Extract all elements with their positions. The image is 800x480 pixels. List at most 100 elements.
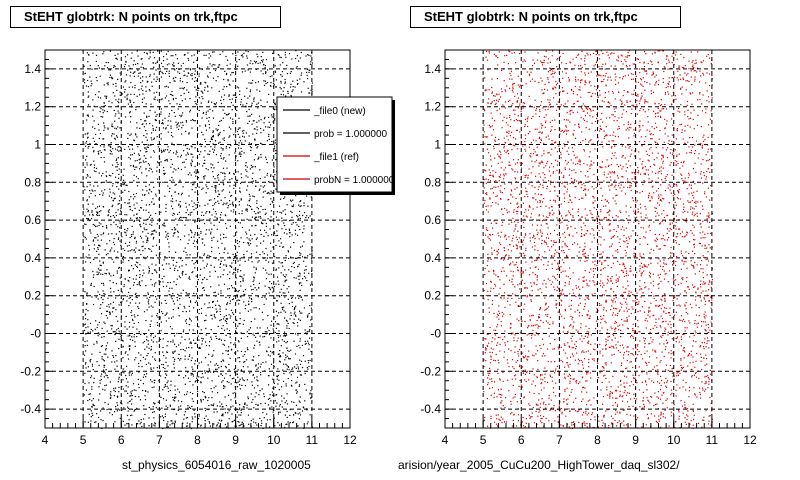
scatter-point <box>605 299 607 301</box>
scatter-point <box>172 352 174 354</box>
scatter-point <box>212 51 214 53</box>
scatter-point <box>285 319 288 321</box>
scatter-point <box>665 149 667 151</box>
scatter-point <box>188 234 190 236</box>
scatter-point <box>209 141 211 143</box>
scatter-point <box>154 96 156 98</box>
scatter-point <box>109 74 111 76</box>
scatter-point <box>263 303 265 305</box>
scatter-point <box>212 135 214 137</box>
scatter-point <box>94 127 96 130</box>
scatter-point <box>143 155 145 157</box>
scatter-point <box>191 75 193 77</box>
scatter-point <box>284 213 287 215</box>
scatter-point <box>287 378 289 380</box>
scatter-point <box>104 149 106 151</box>
scatter-point <box>242 135 244 137</box>
scatter-point <box>192 375 194 377</box>
scatter-point <box>272 175 274 177</box>
scatter-point <box>262 411 264 414</box>
scatter-point <box>265 298 267 300</box>
scatter-point <box>307 205 309 207</box>
scatter-point <box>97 152 100 154</box>
scatter-point <box>551 126 553 128</box>
scatter-point <box>170 134 173 136</box>
scatter-point <box>535 331 537 334</box>
scatter-point <box>101 327 103 329</box>
scatter-point <box>204 370 206 372</box>
scatter-point <box>221 96 223 98</box>
scatter-point <box>104 189 106 191</box>
scatter-point <box>660 413 662 415</box>
scatter-point <box>687 286 689 288</box>
scatter-point <box>195 80 197 82</box>
scatter-point <box>149 75 151 78</box>
scatter-point <box>116 186 118 188</box>
scatter-point <box>627 328 629 330</box>
scatter-point <box>248 300 250 302</box>
scatter-point <box>95 133 97 136</box>
scatter-point <box>141 123 143 126</box>
scatter-point <box>85 318 87 320</box>
scatter-point <box>160 302 163 304</box>
scatter-point <box>167 238 169 240</box>
scatter-point <box>266 272 268 274</box>
scatter-point <box>197 319 199 321</box>
scatter-point <box>603 375 605 377</box>
scatter-point <box>239 259 241 261</box>
scatter-point <box>244 351 246 353</box>
scatter-point <box>156 114 158 116</box>
scatter-point <box>111 233 113 235</box>
scatter-point <box>595 283 597 285</box>
scatter-point <box>208 127 211 129</box>
scatter-point <box>272 328 274 330</box>
scatter-point <box>155 129 157 131</box>
scatter-point <box>230 210 232 212</box>
scatter-point <box>709 159 711 161</box>
scatter-point <box>158 340 160 342</box>
scatter-point <box>243 136 245 138</box>
scatter-point <box>299 340 301 342</box>
scatter-point <box>621 318 623 321</box>
scatter-point <box>129 148 131 150</box>
scatter-point <box>168 100 170 102</box>
scatter-point <box>309 329 311 331</box>
scatter-point <box>206 256 208 258</box>
scatter-point <box>305 265 307 267</box>
scatter-point <box>170 296 172 298</box>
scatter-point <box>117 163 119 166</box>
scatter-point <box>244 308 246 310</box>
scatter-point <box>143 311 146 313</box>
scatter-point <box>86 162 88 164</box>
scatter-point <box>136 336 138 338</box>
scatter-point <box>98 67 100 69</box>
scatter-point <box>216 425 218 427</box>
scatter-point <box>247 69 249 71</box>
scatter-point <box>194 416 196 418</box>
scatter-point <box>288 269 290 271</box>
scatter-point <box>660 166 662 168</box>
scatter-point <box>632 78 634 80</box>
scatter-point <box>225 73 228 76</box>
scatter-point <box>102 388 104 390</box>
scatter-point <box>222 158 224 160</box>
scatter-point <box>183 161 185 163</box>
scatter-point <box>239 264 241 266</box>
scatter-point <box>172 208 174 210</box>
scatter-point <box>602 355 604 357</box>
scatter-point <box>143 405 145 407</box>
scatter-point <box>160 375 162 377</box>
scatter-point <box>112 355 114 357</box>
scatter-point <box>87 421 89 423</box>
scatter-point <box>123 183 125 185</box>
scatter-point <box>279 405 281 407</box>
scatter-point <box>169 294 171 296</box>
scatter-point <box>128 86 130 88</box>
scatter-point <box>214 211 217 213</box>
scatter-point <box>286 416 288 418</box>
scatter-point <box>305 269 307 271</box>
scatter-point <box>276 211 278 213</box>
scatter-point <box>660 308 662 310</box>
scatter-point <box>256 132 258 134</box>
scatter-point <box>536 154 538 157</box>
